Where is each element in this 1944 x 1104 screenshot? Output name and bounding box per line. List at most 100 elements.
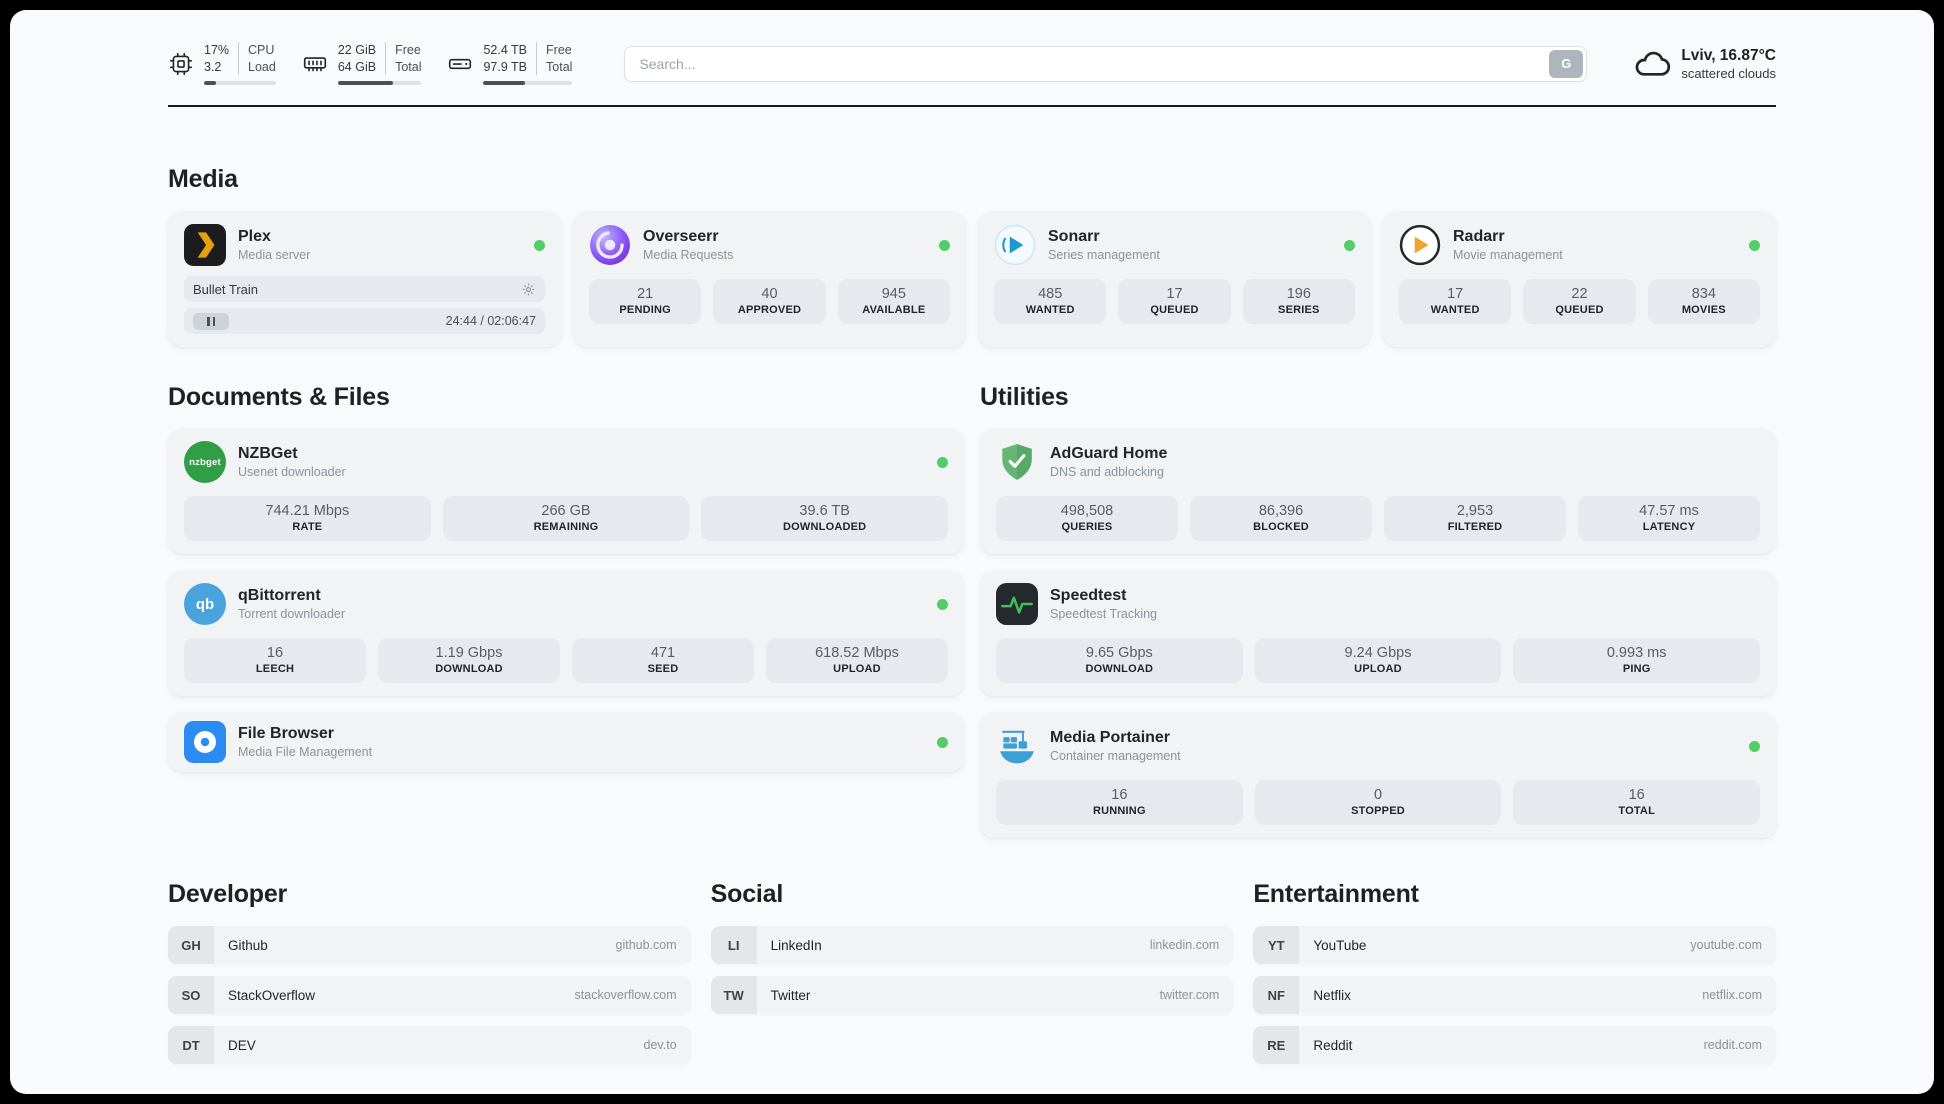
stat-running: 16 RUNNING	[996, 780, 1243, 825]
disk-progress-bar	[483, 81, 573, 85]
overseerr-icon	[589, 224, 631, 266]
dev-badge-icon: DT	[168, 1026, 214, 1064]
cpu-percent-label: CPU	[248, 43, 275, 57]
bookmark-name: Netflix	[1313, 987, 1351, 1003]
stat-label: RATE	[292, 521, 323, 533]
app-card-sonarr[interactable]: Sonarr Series management 485 WANTED 17 Q…	[978, 211, 1371, 347]
app-name: Plex	[238, 228, 271, 245]
disk-total-label: Total	[546, 59, 573, 74]
app-subtitle: Movie management	[1453, 248, 1563, 262]
memory-readout: 22 GiB 64 GiB Free Total	[337, 42, 422, 85]
speedtest-icon	[996, 583, 1038, 625]
netflix-badge-icon: NF	[1253, 976, 1300, 1014]
stat-label: PING	[1622, 663, 1651, 675]
app-subtitle: Media File Management	[238, 745, 373, 759]
bookmark-dev[interactable]: DT DEV dev.to	[168, 1026, 691, 1064]
bookmark-netflix[interactable]: NF Netflix netflix.com	[1253, 976, 1776, 1014]
stat-value: 21	[637, 286, 654, 302]
bookmark-name: Github	[228, 937, 268, 953]
cloud-icon	[1633, 45, 1671, 83]
bookmark-name: StackOverflow	[228, 987, 316, 1003]
app-card-portainer[interactable]: Media Portainer Container management 16 …	[980, 712, 1776, 838]
stat-label: STOPPED	[1351, 805, 1405, 817]
app-card-qbittorrent[interactable]: qb qBittorrent Torrent downloader 16 LEE…	[168, 570, 964, 696]
section-documents: Documents & Files nzbget NZBGet Usenet d…	[168, 383, 964, 772]
bookmark-reddit[interactable]: RE Reddit reddit.com	[1253, 1026, 1776, 1064]
cpu-readout: 17% 3.2 CPU Load	[204, 42, 276, 85]
dashboard-content: 17% 3.2 CPU Load	[10, 10, 1934, 1094]
stat-label: LEECH	[255, 663, 295, 675]
section-developer: Developer GH Github github.com SO StackO…	[168, 880, 691, 1064]
section-social: Social LI LinkedIn linkedin.com TW Twitt…	[710, 880, 1234, 1014]
nzbget-icon: nzbget	[184, 441, 226, 483]
app-subtitle: Speedtest Tracking	[1050, 607, 1158, 621]
stat-approved: 40 APPROVED	[713, 279, 826, 324]
bookmark-domain: linkedin.com	[1149, 938, 1220, 952]
stat-label: WANTED	[1025, 304, 1075, 316]
section-title-utilities: Utilities	[980, 383, 1069, 411]
bookmark-twitter[interactable]: TW Twitter twitter.com	[710, 976, 1234, 1014]
bookmark-name: DEV	[228, 1037, 256, 1053]
section-entertainment: Entertainment YT YouTube youtube.com NF …	[1253, 880, 1776, 1064]
app-name: Media Portainer	[1050, 729, 1171, 746]
bookmark-domain: twitter.com	[1159, 988, 1220, 1002]
bookmark-stackoverflow[interactable]: SO StackOverflow stackoverflow.com	[168, 976, 691, 1014]
app-card-plex[interactable]: Plex Media server Bullet Train	[168, 211, 561, 347]
bookmark-youtube[interactable]: YT YouTube youtube.com	[1253, 926, 1776, 964]
search-engine-button[interactable]: G	[1549, 49, 1584, 78]
stat-label: QUEUED	[1555, 304, 1604, 316]
bookmark-domain: dev.to	[643, 1038, 677, 1052]
stat-download: 1.19 Gbps DOWNLOAD	[378, 638, 560, 683]
stat-label: BLOCKED	[1253, 521, 1309, 533]
stat-series: 196 SERIES	[1242, 279, 1355, 324]
bookmark-github[interactable]: GH Github github.com	[168, 926, 691, 964]
stat-pending: 21 PENDING	[589, 279, 702, 324]
app-card-speedtest[interactable]: Speedtest Speedtest Tracking 9.65 Gbps D…	[980, 570, 1776, 696]
bookmark-name: Reddit	[1313, 1037, 1353, 1053]
app-card-radarr[interactable]: Radarr Movie management 17 WANTED 22 QUE…	[1383, 211, 1776, 347]
stat-label: UPLOAD	[833, 663, 881, 675]
stat-value: 17	[1447, 286, 1464, 302]
stat-label: REMAINING	[533, 521, 599, 533]
app-card-overseerr[interactable]: Overseerr Media Requests 21 PENDING 40 A…	[573, 211, 966, 347]
stat-label: DOWNLOAD	[435, 663, 503, 675]
stat-seed: 471 SEED	[572, 638, 754, 683]
stat-remaining: 266 GB REMAINING	[442, 496, 690, 541]
stat-upload: 618.52 Mbps UPLOAD	[766, 638, 948, 683]
stat-label: MOVIES	[1681, 304, 1726, 316]
qbittorrent-icon: qb	[184, 583, 226, 625]
stat-upload: 9.24 Gbps UPLOAD	[1254, 638, 1502, 683]
memory-widget: 22 GiB 64 GiB Free Total	[302, 42, 422, 85]
now-playing-row: Bullet Train	[184, 276, 545, 302]
now-playing-title: Bullet Train	[193, 281, 259, 297]
hard-drive-icon	[447, 51, 473, 77]
status-online-dot	[1749, 239, 1760, 251]
filebrowser-icon	[184, 721, 226, 763]
weather-widget: Lviv, 16.87°C scattered clouds	[1633, 45, 1776, 83]
top-bar: 17% 3.2 CPU Load	[168, 42, 1776, 85]
stat-value: 39.6 TB	[799, 503, 850, 519]
stat-label: LATENCY	[1642, 521, 1696, 533]
app-subtitle: Usenet downloader	[238, 465, 346, 479]
memory-progress-bar	[337, 81, 422, 85]
app-subtitle: Media server	[238, 248, 311, 262]
gear-icon[interactable]	[521, 282, 536, 297]
stat-label: SERIES	[1278, 304, 1320, 316]
stat-label: APPROVED	[737, 304, 802, 316]
stat-total: 16 TOTAL	[1513, 780, 1761, 825]
section-title-entertainment: Entertainment	[1253, 880, 1419, 908]
app-card-filebrowser[interactable]: File Browser Media File Management	[168, 712, 964, 772]
playback-time: 24:44 / 02:06:47	[445, 314, 536, 328]
weather-location: Lviv, 16.87°C	[1681, 46, 1776, 64]
app-card-nzbget[interactable]: nzbget NZBGet Usenet downloader 744.21 M…	[168, 428, 964, 554]
memory-total-label: Total	[395, 59, 422, 74]
pause-button[interactable]	[193, 312, 229, 330]
plex-now-playing-widget: Bullet Train 24:44 / 02:06:47	[184, 276, 545, 334]
nzbget-icon-text: nzbget	[189, 456, 221, 468]
stat-label: SEED	[647, 663, 679, 675]
playback-progress-row: 24:44 / 02:06:47	[184, 308, 545, 334]
app-card-adguard[interactable]: AdGuard Home DNS and adblocking 498,508 …	[980, 428, 1776, 554]
bookmark-linkedin[interactable]: LI LinkedIn linkedin.com	[710, 926, 1234, 964]
search-input[interactable]	[624, 45, 1588, 82]
bookmark-domain: netflix.com	[1702, 988, 1762, 1002]
